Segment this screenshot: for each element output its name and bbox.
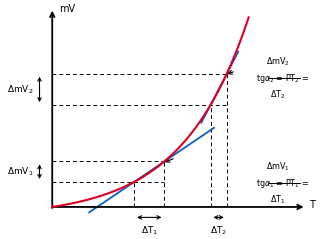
Text: tg$\alpha_2$ = PT$_2$ =: tg$\alpha_2$ = PT$_2$ = [256,71,309,85]
Text: $\Delta$T$_1$: $\Delta$T$_1$ [141,224,158,237]
Text: $\Delta$mV$_1$: $\Delta$mV$_1$ [6,165,33,178]
Text: $\Delta$T$_2$: $\Delta$T$_2$ [210,224,227,237]
Text: $\Delta$T$_1$: $\Delta$T$_1$ [270,193,285,206]
Text: $\Delta$T$_2$: $\Delta$T$_2$ [270,88,285,101]
Text: $\Delta$mV$_1$: $\Delta$mV$_1$ [265,160,290,173]
Text: $\Delta$mV$_2$: $\Delta$mV$_2$ [266,55,290,68]
Text: T: T [309,200,315,210]
Text: mV: mV [59,4,75,14]
Text: $\Delta$mV$_2$: $\Delta$mV$_2$ [7,83,33,96]
Text: tg$\alpha_1$ = PT$_1$ =: tg$\alpha_1$ = PT$_1$ = [256,177,309,190]
